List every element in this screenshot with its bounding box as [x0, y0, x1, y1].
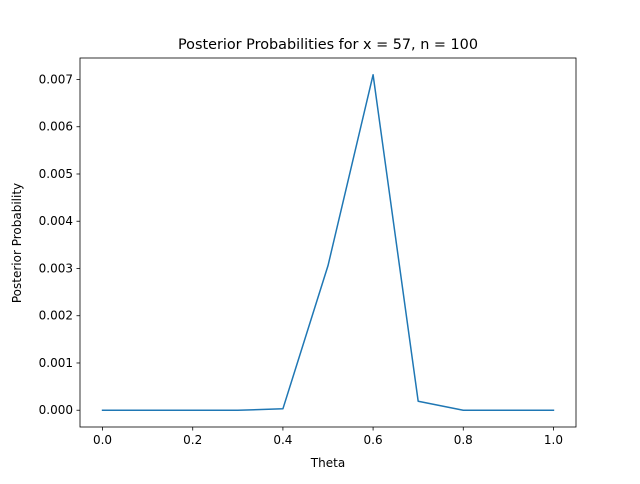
y-tick-label: 0.006 — [39, 120, 73, 134]
y-tick-label: 0.002 — [39, 309, 73, 323]
axes-frame — [80, 58, 576, 427]
y-tick-label: 0.005 — [39, 167, 73, 181]
y-axis: 0.000 0.001 0.002 0.003 0.004 0.005 0.006 0.007 — [39, 72, 80, 417]
y-tick-label: 0.004 — [39, 214, 73, 228]
x-tick-label: 0.0 — [93, 433, 112, 447]
series-line-0 — [103, 75, 554, 410]
x-tick-label: 0.8 — [454, 433, 473, 447]
x-tick-label: 1.0 — [544, 433, 563, 447]
x-tick-label: 0.4 — [273, 433, 292, 447]
plot-area — [80, 58, 576, 427]
y-tick-label: 0.000 — [39, 403, 73, 417]
y-tick-label: 0.003 — [39, 261, 73, 275]
y-tick-label: 0.007 — [39, 72, 73, 86]
x-tick-label: 0.6 — [364, 433, 383, 447]
y-tick-label: 0.001 — [39, 356, 73, 370]
y-axis-label: Posterior Probability — [10, 183, 24, 303]
x-axis: 0.0 0.2 0.4 0.6 0.8 1.0 — [93, 427, 563, 447]
x-axis-label: Theta — [310, 456, 345, 470]
x-tick-label: 0.2 — [183, 433, 202, 447]
chart-title: Posterior Probabilities for x = 57, n = … — [178, 37, 478, 53]
